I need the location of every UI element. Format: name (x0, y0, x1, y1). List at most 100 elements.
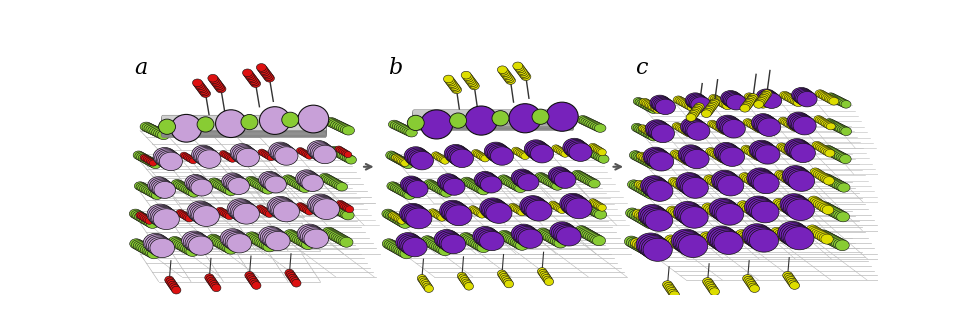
Ellipse shape (516, 228, 540, 247)
Ellipse shape (643, 209, 670, 230)
Ellipse shape (742, 146, 752, 154)
Ellipse shape (541, 176, 552, 185)
Ellipse shape (676, 154, 686, 162)
Ellipse shape (321, 227, 335, 237)
Ellipse shape (406, 115, 424, 130)
Ellipse shape (675, 172, 701, 193)
Ellipse shape (818, 173, 828, 182)
Ellipse shape (789, 114, 812, 133)
Ellipse shape (820, 174, 830, 183)
Ellipse shape (669, 150, 680, 158)
Ellipse shape (564, 197, 590, 217)
Ellipse shape (398, 158, 405, 165)
Ellipse shape (187, 235, 211, 254)
Ellipse shape (647, 159, 657, 167)
Ellipse shape (173, 239, 187, 250)
Ellipse shape (403, 238, 427, 257)
Ellipse shape (582, 147, 593, 155)
Ellipse shape (820, 204, 831, 213)
Ellipse shape (745, 236, 758, 247)
Ellipse shape (477, 211, 486, 218)
Ellipse shape (299, 184, 311, 193)
Ellipse shape (750, 141, 775, 161)
Ellipse shape (261, 151, 269, 157)
Ellipse shape (291, 279, 301, 287)
Ellipse shape (228, 177, 249, 195)
Ellipse shape (712, 171, 739, 192)
Ellipse shape (244, 271, 254, 279)
Ellipse shape (224, 153, 232, 160)
Ellipse shape (737, 201, 748, 210)
Ellipse shape (741, 145, 750, 153)
Ellipse shape (781, 234, 793, 244)
Ellipse shape (433, 153, 441, 160)
Ellipse shape (313, 145, 336, 164)
Ellipse shape (589, 150, 600, 159)
Ellipse shape (437, 187, 448, 195)
Ellipse shape (585, 232, 598, 242)
Ellipse shape (220, 184, 232, 193)
Ellipse shape (448, 83, 459, 91)
Ellipse shape (706, 149, 716, 156)
Ellipse shape (823, 148, 832, 156)
Ellipse shape (751, 97, 761, 105)
Ellipse shape (566, 141, 588, 159)
Ellipse shape (510, 237, 523, 247)
Ellipse shape (188, 189, 199, 197)
Ellipse shape (827, 148, 838, 157)
Ellipse shape (480, 176, 501, 193)
Ellipse shape (336, 123, 349, 132)
Ellipse shape (631, 240, 646, 251)
Ellipse shape (724, 94, 744, 109)
Ellipse shape (708, 238, 721, 248)
Ellipse shape (774, 170, 785, 179)
Ellipse shape (711, 210, 723, 219)
Ellipse shape (408, 150, 432, 169)
Ellipse shape (192, 79, 202, 87)
Ellipse shape (252, 180, 263, 189)
Ellipse shape (197, 85, 207, 93)
Ellipse shape (669, 208, 681, 217)
Ellipse shape (537, 229, 551, 239)
Ellipse shape (443, 75, 453, 83)
Ellipse shape (180, 152, 188, 158)
Ellipse shape (153, 209, 179, 229)
Ellipse shape (680, 100, 691, 108)
Ellipse shape (746, 95, 756, 103)
Ellipse shape (423, 179, 435, 188)
Ellipse shape (819, 119, 828, 126)
Ellipse shape (157, 130, 170, 140)
Ellipse shape (446, 78, 455, 86)
Ellipse shape (219, 151, 227, 157)
Ellipse shape (567, 142, 590, 160)
Ellipse shape (396, 233, 420, 252)
Ellipse shape (513, 148, 521, 155)
Ellipse shape (297, 204, 306, 211)
Ellipse shape (787, 150, 797, 158)
Ellipse shape (752, 115, 776, 133)
Ellipse shape (511, 238, 525, 248)
Ellipse shape (649, 152, 673, 171)
Ellipse shape (516, 208, 525, 215)
FancyBboxPatch shape (412, 110, 573, 124)
Ellipse shape (477, 186, 488, 195)
Ellipse shape (745, 207, 757, 216)
Ellipse shape (155, 129, 168, 139)
Ellipse shape (152, 180, 174, 197)
Ellipse shape (478, 230, 502, 249)
Ellipse shape (325, 229, 338, 239)
Ellipse shape (714, 173, 740, 194)
Ellipse shape (329, 179, 341, 187)
Ellipse shape (638, 125, 647, 132)
Ellipse shape (258, 226, 283, 246)
Ellipse shape (716, 155, 726, 162)
Ellipse shape (823, 121, 831, 128)
Ellipse shape (744, 97, 755, 104)
Ellipse shape (582, 204, 594, 213)
Ellipse shape (392, 215, 404, 224)
Ellipse shape (825, 147, 836, 156)
Ellipse shape (172, 286, 181, 294)
Ellipse shape (223, 174, 244, 191)
Ellipse shape (210, 236, 223, 246)
Ellipse shape (447, 81, 457, 89)
